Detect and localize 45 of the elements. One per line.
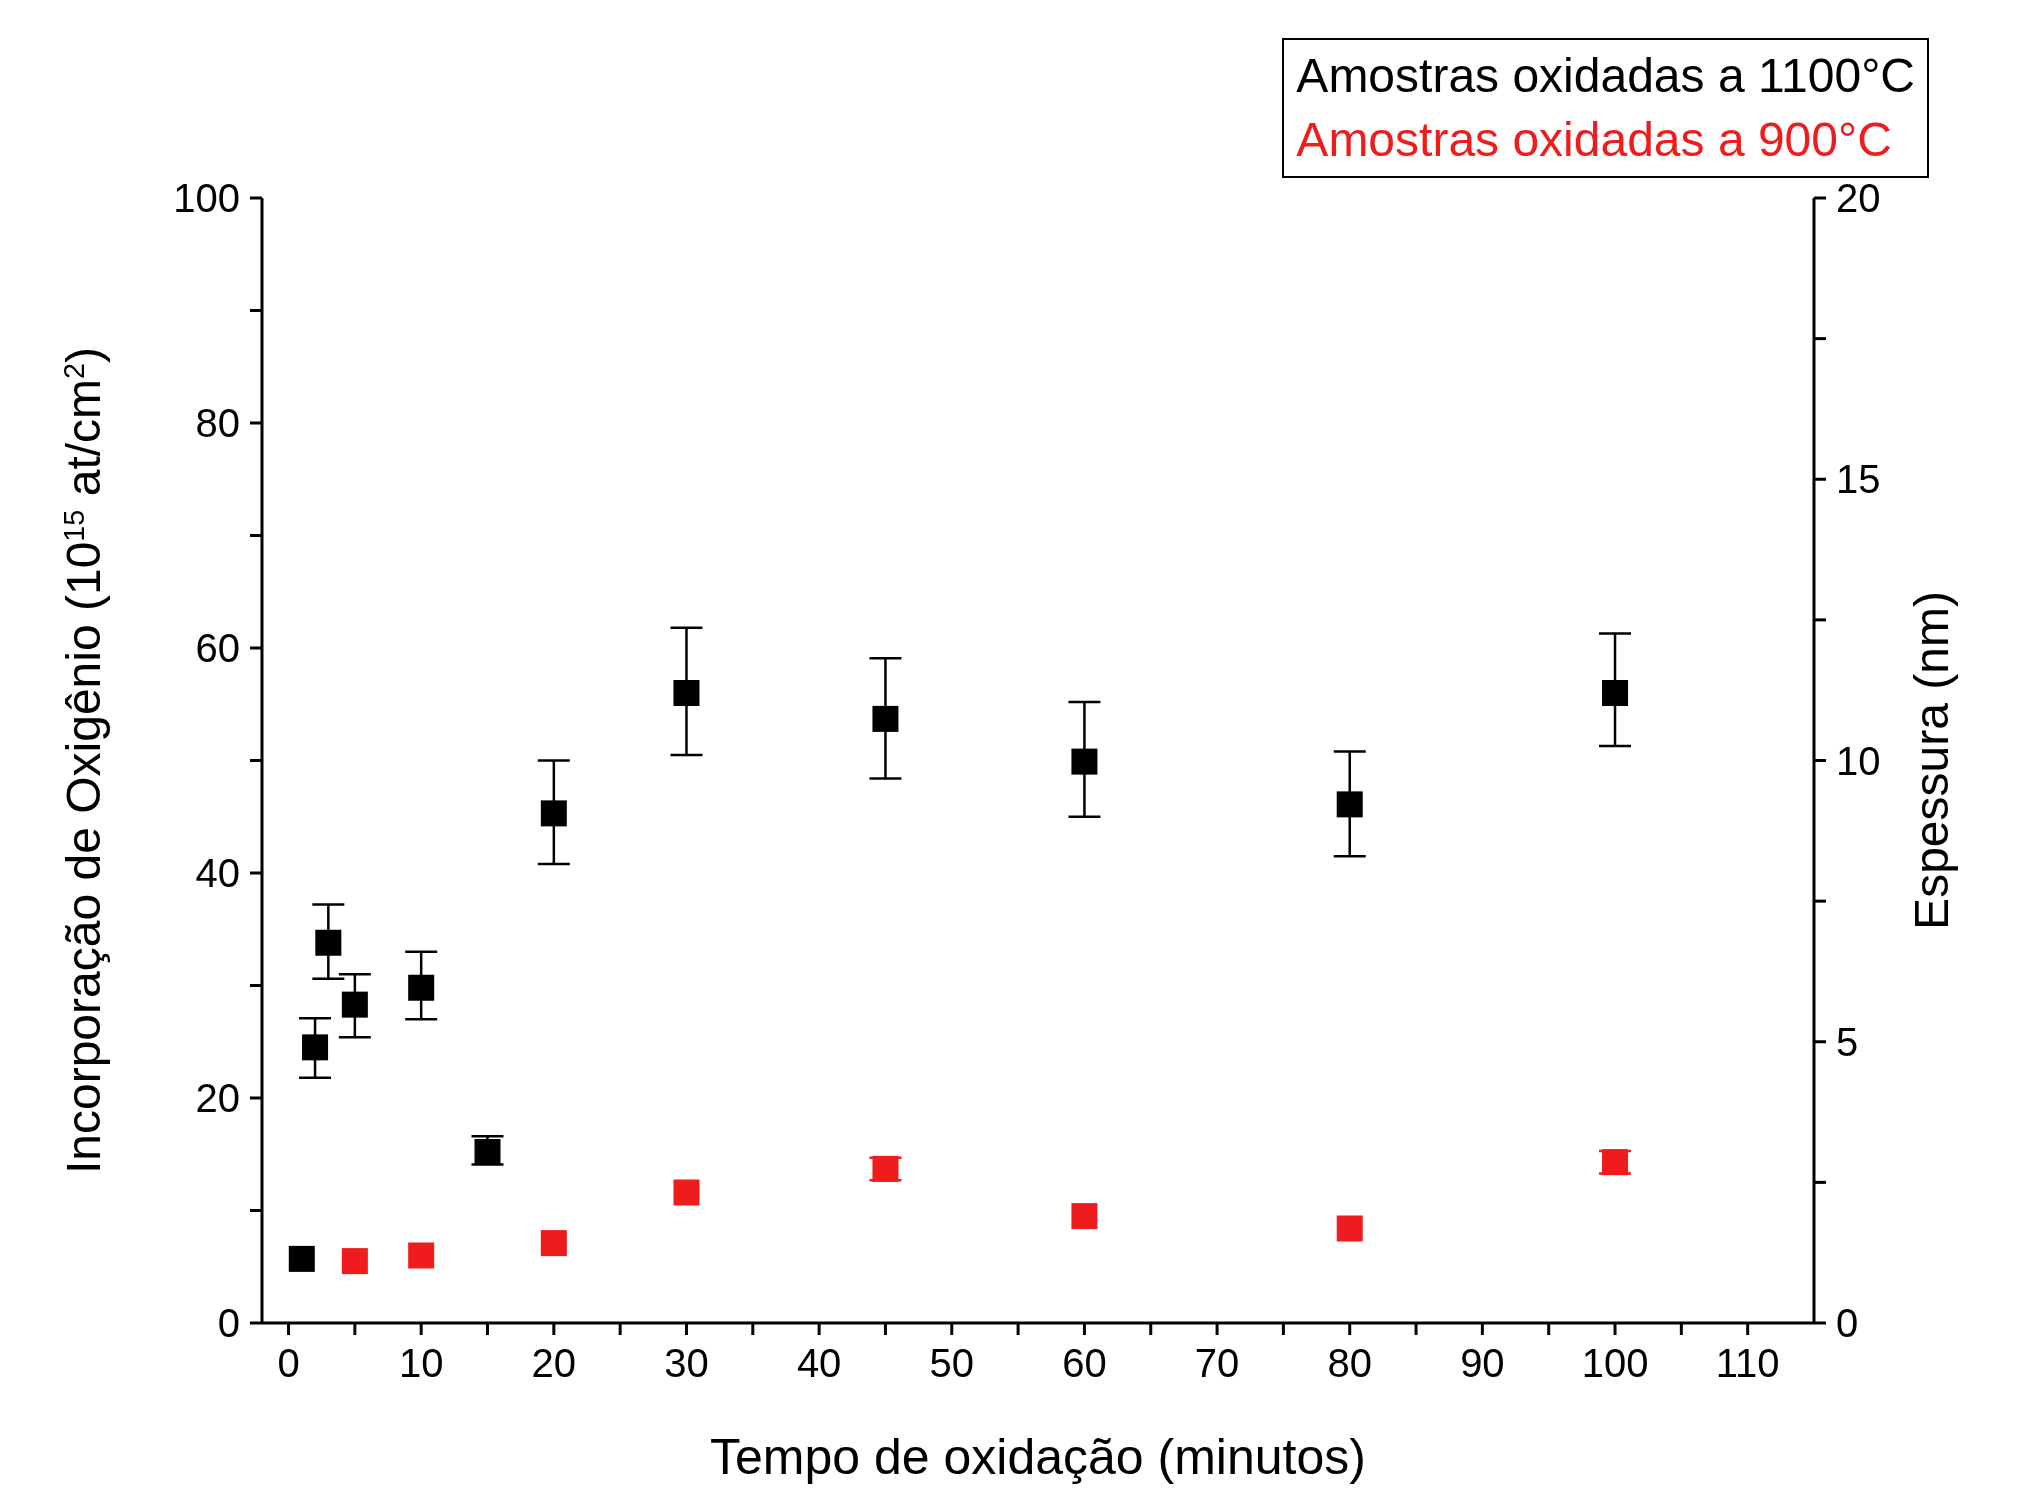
x-tick-label: 90 bbox=[1460, 1341, 1505, 1386]
x-tick-label: 30 bbox=[664, 1341, 709, 1386]
y-tick-label: 0 bbox=[217, 1301, 240, 1346]
point bbox=[673, 1179, 700, 1206]
point bbox=[408, 1242, 435, 1269]
y-tick-label: 60 bbox=[195, 626, 240, 671]
x-tick-label: 110 bbox=[1715, 1341, 1780, 1386]
point bbox=[315, 929, 342, 956]
point bbox=[1071, 748, 1098, 775]
point bbox=[341, 991, 368, 1018]
x-tick-label: 20 bbox=[531, 1341, 577, 1386]
y2-axis-title: Espessura (nm) bbox=[1905, 591, 1958, 930]
y-tick-label: 40 bbox=[195, 851, 240, 896]
y-tick-label: 80 bbox=[195, 401, 240, 446]
x-tick-label: 40 bbox=[796, 1341, 842, 1386]
x-tick-label: 60 bbox=[1062, 1341, 1107, 1386]
x-tick-label: 10 bbox=[398, 1341, 444, 1386]
x-tick-label: 100 bbox=[1581, 1341, 1649, 1386]
y2-tick-label: 10 bbox=[1836, 738, 1881, 783]
point bbox=[1602, 680, 1629, 706]
y-tick-label: 20 bbox=[195, 1076, 240, 1121]
point bbox=[1602, 1149, 1629, 1176]
point bbox=[408, 974, 435, 1001]
point bbox=[302, 1034, 329, 1061]
text: Amostras oxidadas a 1100°C bbox=[1296, 48, 1915, 104]
y2-tick-label: 5 bbox=[1836, 1019, 1859, 1064]
point bbox=[1336, 791, 1363, 818]
point bbox=[341, 1248, 368, 1275]
x-tick-label: 80 bbox=[1327, 1341, 1372, 1386]
point bbox=[540, 1230, 567, 1257]
x-tick-label: 0 bbox=[277, 1341, 300, 1386]
y2-tick-label: 15 bbox=[1836, 457, 1881, 502]
point bbox=[288, 1245, 315, 1272]
x-axis-title: Tempo de oxidação (minutos) bbox=[710, 1429, 1366, 1485]
point bbox=[1336, 1215, 1363, 1242]
y2-tick-label: 0 bbox=[1836, 1301, 1859, 1346]
point bbox=[673, 680, 700, 706]
point bbox=[1071, 1203, 1098, 1230]
point bbox=[872, 705, 899, 732]
x-tick-label: 50 bbox=[929, 1341, 975, 1386]
y2-tick-label: 20 bbox=[1836, 176, 1881, 221]
y-tick-label: 100 bbox=[173, 176, 240, 221]
point bbox=[540, 800, 567, 827]
x-tick-label: 70 bbox=[1194, 1341, 1240, 1386]
text: Amostras oxidadas a 900°C bbox=[1296, 112, 1893, 168]
